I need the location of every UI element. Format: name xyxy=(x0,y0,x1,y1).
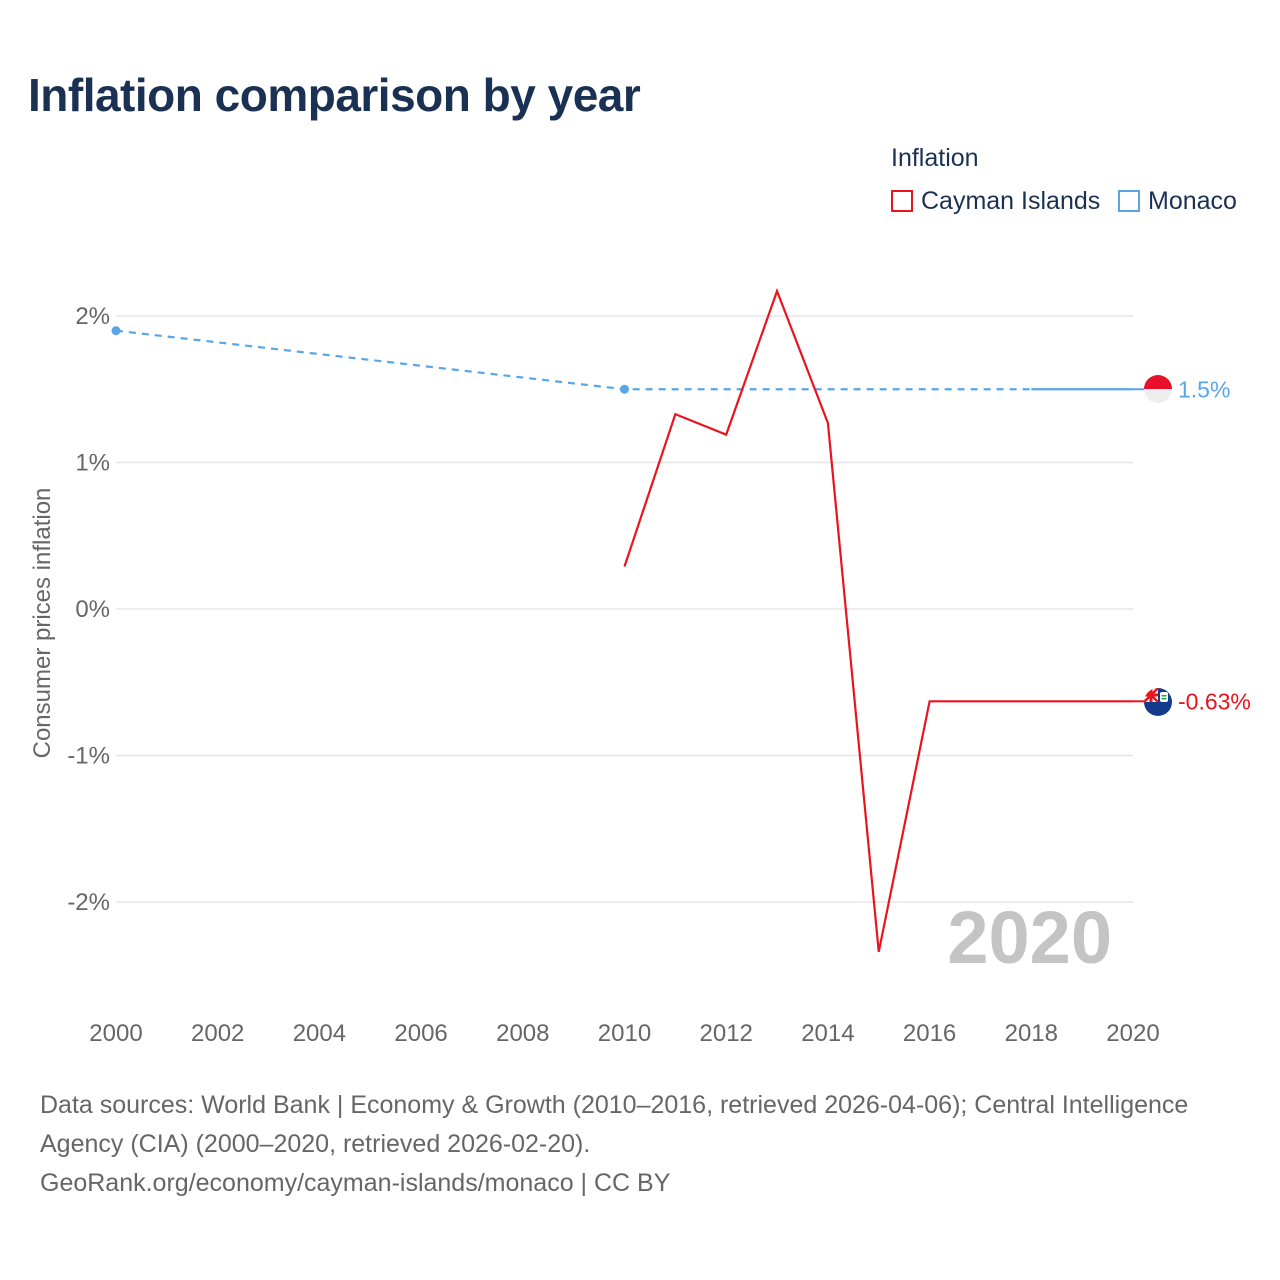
y-tick-label: -1% xyxy=(67,743,110,770)
footer-line-1: Data sources: World Bank | Economy & Gro… xyxy=(40,1091,1189,1119)
legend-title: Inflation xyxy=(891,144,979,172)
cayman-islands-end-label: -0.63% xyxy=(1178,688,1251,714)
x-tick-label: 2008 xyxy=(496,1020,549,1047)
monaco-flag-icon xyxy=(1144,375,1172,403)
x-tick-label: 2010 xyxy=(598,1020,651,1047)
monaco-end-label: 1.5% xyxy=(1178,376,1230,402)
y-tick-label: -2% xyxy=(67,889,110,916)
monaco-data-point[interactable] xyxy=(620,384,629,394)
x-tick-label: 2016 xyxy=(903,1020,956,1047)
y-tick-label: 2% xyxy=(75,303,110,330)
x-tick-label: 2014 xyxy=(801,1020,854,1047)
y-axis-label: Consumer prices inflation xyxy=(29,488,56,759)
legend-item-cayman-islands[interactable]: Cayman Islands xyxy=(891,186,1100,216)
monaco-data-point[interactable] xyxy=(111,326,121,336)
x-tick-label: 2002 xyxy=(191,1020,244,1047)
data-sources-footer: Data sources: World Bank | Economy & Gro… xyxy=(40,1086,1240,1203)
x-tick-label: 2006 xyxy=(394,1020,447,1047)
footer-source-link[interactable]: GeoRank.org/economy/cayman-islands/monac… xyxy=(40,1169,671,1197)
x-tick-label: 2020 xyxy=(1106,1020,1159,1047)
cayman-islands-series-line xyxy=(623,287,1133,953)
year-watermark: 2020 xyxy=(947,896,1112,979)
legend-swatch-cayman-islands xyxy=(891,190,913,212)
x-tick-label: 2000 xyxy=(89,1020,142,1047)
legend-label-cayman-islands: Cayman Islands xyxy=(921,186,1101,215)
monaco-series-line-dashed xyxy=(115,329,1032,391)
legend-item-monaco[interactable]: Monaco xyxy=(1118,186,1237,216)
x-tick-label: 2004 xyxy=(293,1020,346,1047)
line-chart: 2% 1% 0% -1% -2% 2000 2002 2004 2006 2008 2010 2012… xyxy=(29,287,1251,1047)
legend-label-monaco: Monaco xyxy=(1148,186,1237,215)
legend-swatch-monaco xyxy=(1118,190,1140,212)
x-tick-label: 2012 xyxy=(700,1020,753,1047)
y-tick-label: 0% xyxy=(75,596,110,623)
cayman-islands-flag-icon xyxy=(1144,688,1172,716)
footer-line-2: Agency (CIA) (2000–2020, retrieved 2026-… xyxy=(40,1130,591,1158)
chart-title: Inflation comparison by year xyxy=(28,69,641,121)
x-tick-label: 2018 xyxy=(1005,1020,1058,1047)
y-tick-label: 1% xyxy=(75,450,110,477)
